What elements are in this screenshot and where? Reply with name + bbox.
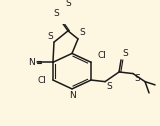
Text: N: N <box>69 90 75 100</box>
Text: S: S <box>134 74 140 83</box>
Text: Cl: Cl <box>37 76 46 85</box>
Text: S: S <box>106 82 112 91</box>
Text: S: S <box>79 28 85 37</box>
Text: S: S <box>53 9 59 18</box>
Text: S: S <box>65 0 71 8</box>
Text: S: S <box>47 32 53 41</box>
Text: N: N <box>28 58 35 67</box>
Text: S: S <box>122 49 128 58</box>
Text: Cl: Cl <box>97 51 106 60</box>
